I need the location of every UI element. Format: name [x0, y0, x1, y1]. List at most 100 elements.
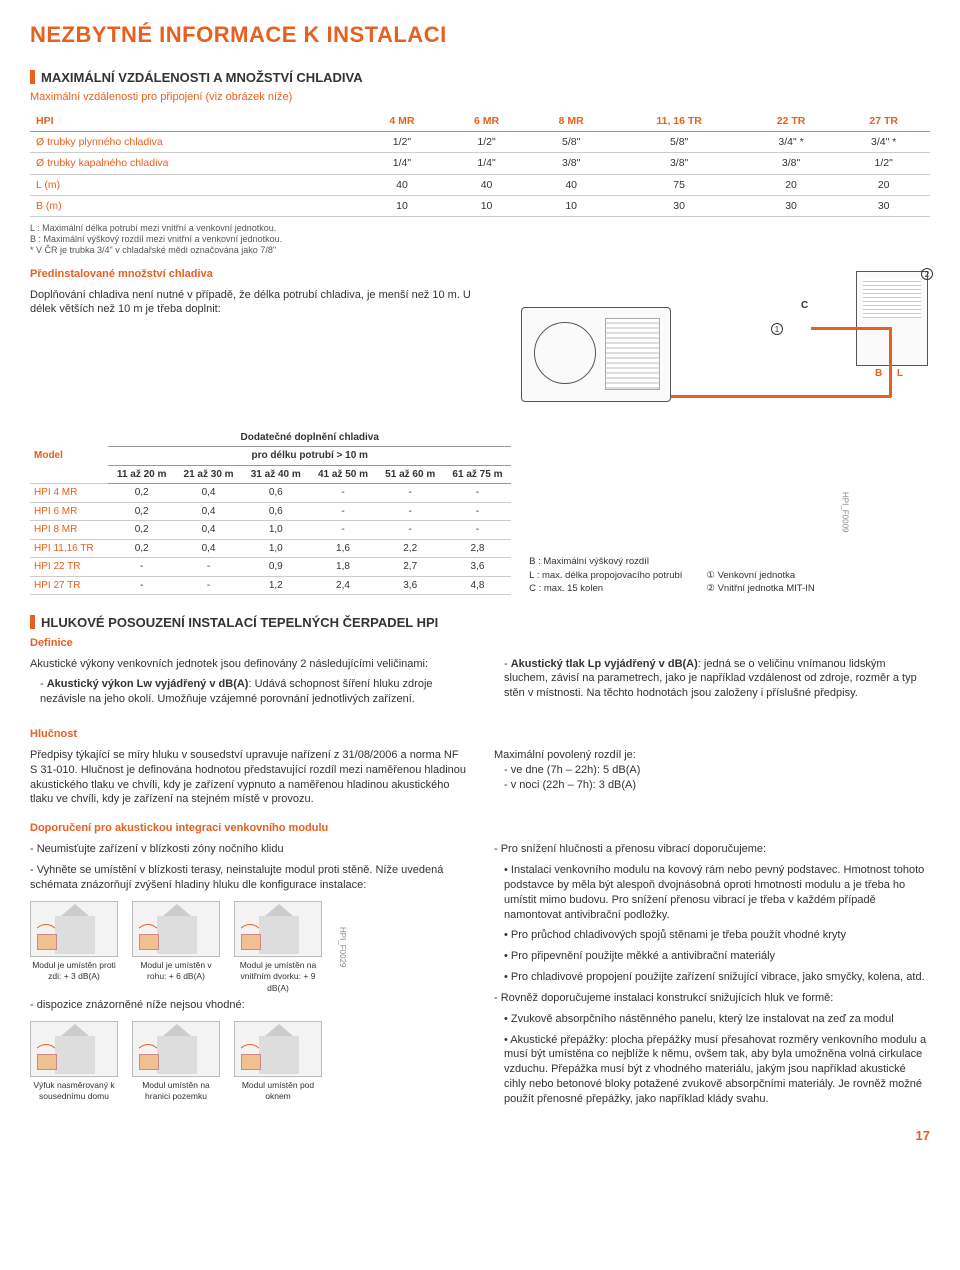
diagram-icon [30, 901, 118, 957]
legend-item: ② Vnitřní jednotka MIT-IN [706, 582, 814, 595]
t2-model-label: Model [30, 429, 108, 484]
section2-heading-text: HLUKOVÉ POSOUZENÍ INSTALACÍ TEPELNÝCH ČE… [41, 614, 438, 632]
diagram-icon [132, 1021, 220, 1077]
table-row: HPI 4 MR0,20,40,6--- [30, 484, 511, 503]
table-cell: 3,6 [377, 576, 444, 595]
preinstall-head: Předinstalované množství chladiva [30, 267, 491, 282]
fan-icon [534, 322, 596, 384]
noise-head: Hlučnost [30, 727, 930, 742]
table-cell: - [309, 502, 376, 521]
table-cell: 3/8" [613, 153, 744, 174]
definition-right: - Akustický tlak Lp vyjádřený v dB(A): j… [494, 657, 930, 714]
table-cell: - [444, 521, 511, 540]
table-cell: 3,6 [444, 558, 511, 577]
marker-2-icon: 2 [921, 268, 933, 280]
table-cell: 3/4" * [837, 132, 930, 153]
footnote: * V ČR je trubka 3/4" v chladařské mědi … [30, 245, 930, 256]
para: - Pro snížení hlučnosti a přenosu vibrac… [494, 842, 930, 857]
diagram-icon [234, 1021, 322, 1077]
table-header: 21 až 30 m [175, 465, 242, 484]
acoustic-diagram-row2: Výfuk nasměrovaný k sousednímu domu Modu… [30, 1021, 466, 1103]
table-cell: 40 [444, 174, 529, 195]
table-row: HPI 8 MR0,20,41,0--- [30, 521, 511, 540]
table-header: HPI [30, 111, 360, 132]
diagram-label-b: B [875, 367, 882, 381]
table-cell: 1/2" [837, 153, 930, 174]
legend-right-col: ① Venkovní jednotka② Vnitřní jednotka MI… [706, 569, 814, 596]
accent-bar-icon [30, 615, 35, 629]
table-header: 31 až 40 m [242, 465, 309, 484]
table-header: 8 MR [529, 111, 614, 132]
preinstall-body: Doplňování chladiva není nutné v případě… [30, 288, 491, 318]
table-cell: 0,9 [242, 558, 309, 577]
legend-item: ① Venkovní jednotka [706, 569, 814, 582]
pipe-icon [811, 327, 891, 330]
legend-item: B : Maximální výškový rozdíl [529, 555, 682, 568]
para: • Pro průchod chladivových spojů stěnami… [494, 928, 930, 943]
table-cell: 2,7 [377, 558, 444, 577]
table-cell: 0,4 [175, 539, 242, 558]
table-cell: 2,4 [309, 576, 376, 595]
outdoor-unit-icon [521, 307, 671, 402]
acoustic-diagram: Modul umístěn pod oknem [234, 1021, 322, 1103]
page-title: NEZBYTNÉ INFORMACE K INSTALACI [30, 20, 930, 50]
table-cell: Ø trubky plynného chladiva [30, 132, 360, 153]
table-row: Ø trubky kapalného chladiva1/4"1/4"3/8"3… [30, 153, 930, 174]
table-cell: - [377, 502, 444, 521]
table-cell: - [309, 484, 376, 503]
recommend-head: Doporučení pro akustickou integraci venk… [30, 821, 930, 836]
table-cell: 1/2" [444, 132, 529, 153]
table-cell: 0,4 [175, 521, 242, 540]
grill-icon [605, 318, 660, 390]
pipe-icon [889, 327, 892, 397]
table-cell: HPI 6 MR [30, 502, 108, 521]
table-cell: 40 [360, 174, 445, 195]
table-cell: HPI 11,16 TR [30, 539, 108, 558]
table-cell: 75 [613, 174, 744, 195]
table-cell: 30 [613, 195, 744, 216]
table-row: L (m)404040752020 [30, 174, 930, 195]
diagram-icon [30, 1021, 118, 1077]
legend-item: C : max. 15 kolen [529, 582, 682, 595]
table-cell: 2,8 [444, 539, 511, 558]
table-cell: 1,2 [242, 576, 309, 595]
para: • Pro chladivové propojení použijte zaří… [494, 970, 930, 985]
t2-title-sub: pro délku potrubí > 10 m [108, 447, 511, 466]
table-cell: - [108, 558, 175, 577]
preinstall-text: Předinstalované množství chladiva Doplňo… [30, 267, 491, 318]
table-cell: 30 [837, 195, 930, 216]
table-header: 51 až 60 m [377, 465, 444, 484]
pipe-icon [671, 395, 891, 398]
table-cell: 20 [837, 174, 930, 195]
para: • Akustické přepážky: plocha přepážky mu… [494, 1033, 930, 1107]
diagram-caption: Modul je umístěn v rohu: + 6 dB(A) [132, 960, 220, 983]
acoustic-diagram: Modul umístěn na hranici pozemku [132, 1021, 220, 1103]
table-cell: 30 [745, 195, 838, 216]
table-row: HPI 22 TR--0,91,82,73,6 [30, 558, 511, 577]
table-cell: 1/4" [444, 153, 529, 174]
indoor-unit-icon: 2 [856, 271, 928, 366]
table-header: 11 až 20 m [108, 465, 175, 484]
figure-code: HPI_F0029 [336, 927, 347, 967]
table-cell: 4,8 [444, 576, 511, 595]
table-cell: 1,0 [242, 539, 309, 558]
table-cell: 3/8" [529, 153, 614, 174]
section2-heading: HLUKOVÉ POSOUZENÍ INSTALACÍ TEPELNÝCH ČE… [30, 613, 930, 632]
acoustic-diagram: Modul je umístěn proti zdi: + 3 dB(A) [30, 901, 118, 994]
recommend-right: - Pro snížení hlučnosti a přenosu vibrac… [494, 842, 930, 1113]
table-row: Ø trubky plynného chladiva1/2"1/2"5/8"5/… [30, 132, 930, 153]
recommend-left: - Neumisťujte zařízení v blízkosti zóny … [30, 842, 466, 1113]
table-cell: 20 [745, 174, 838, 195]
table-cell: HPI 27 TR [30, 576, 108, 595]
diagram-caption: Výfuk nasměrovaný k sousednímu domu [30, 1080, 118, 1103]
noise-right-head: Maximální povolený rozdíl je: [494, 748, 930, 763]
para: • Pro připevnění použijte měkké a antivi… [494, 949, 930, 964]
table-cell: 3/8" [745, 153, 838, 174]
table-cell: 1,0 [242, 521, 309, 540]
table-header: 6 MR [444, 111, 529, 132]
table-cell: 5/8" [529, 132, 614, 153]
diagram-label-l: L [897, 367, 903, 381]
table-cell: - [108, 576, 175, 595]
diagram-caption: Modul je umístěn proti zdi: + 3 dB(A) [30, 960, 118, 983]
list-item: - ve dne (7h – 22h): 5 dB(A) [494, 763, 930, 778]
